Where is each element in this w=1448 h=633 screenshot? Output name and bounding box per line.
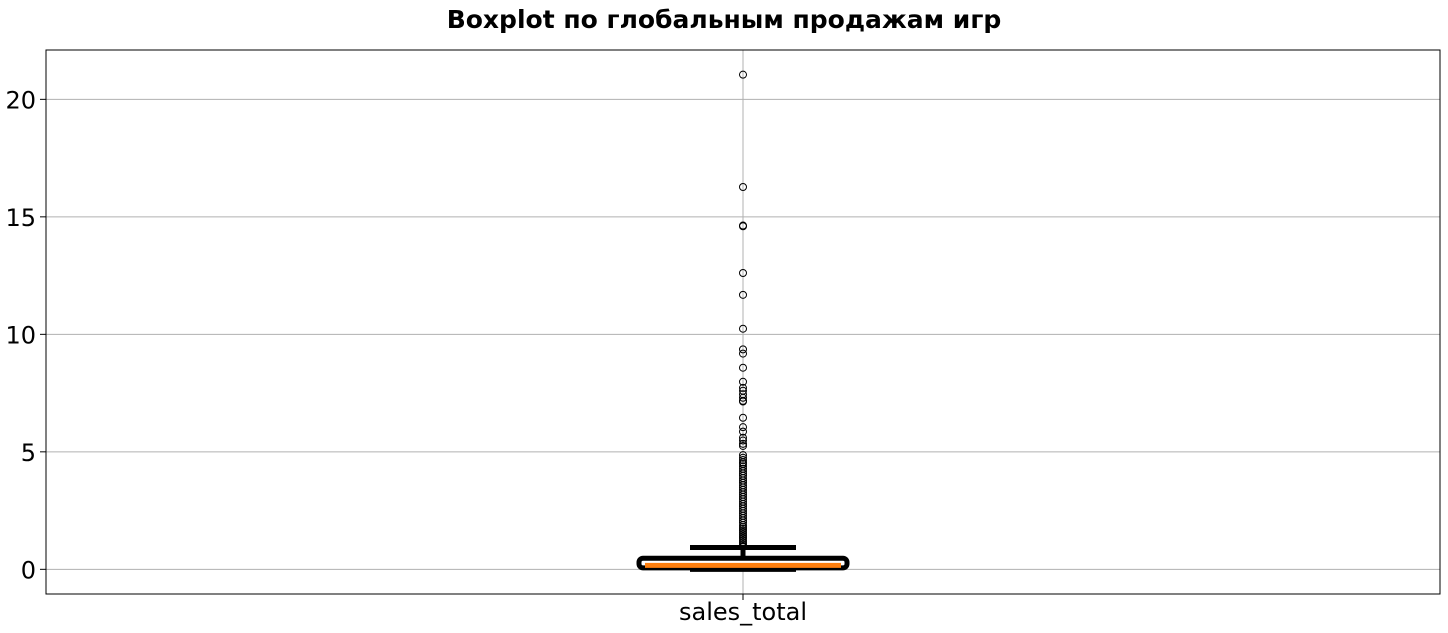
outlier-point	[739, 397, 747, 406]
outlier-point	[739, 427, 747, 436]
y-tick-label: 0	[21, 556, 36, 584]
y-tick-label: 5	[21, 439, 36, 467]
outlier-point	[739, 363, 747, 372]
outlier-point	[739, 349, 747, 358]
outlier-point	[739, 518, 747, 527]
outlier-point	[739, 393, 747, 402]
outlier-point	[739, 182, 747, 191]
x-tick-label: sales_total	[679, 598, 807, 626]
chart-title: Boxplot по глобальным продажам игр	[446, 5, 1002, 34]
outlier-point	[739, 453, 747, 462]
outlier-point	[739, 290, 747, 299]
outlier-point	[739, 441, 747, 450]
outlier-point	[739, 439, 747, 448]
y-tick-label: 15	[5, 204, 36, 232]
y-tick-label: 10	[5, 321, 36, 349]
outlier-point	[739, 413, 747, 422]
plot-frame	[45, 49, 1441, 595]
outlier-point	[739, 436, 747, 445]
outlier-point	[739, 377, 747, 386]
outlier-point	[739, 423, 747, 432]
y-tick-label: 20	[5, 86, 36, 114]
outlier-point	[739, 222, 747, 231]
outlier-point	[739, 324, 747, 333]
outlier-point	[739, 269, 747, 278]
outlier-point	[739, 542, 747, 551]
outlier-point	[739, 345, 747, 354]
outlier-point	[739, 456, 747, 465]
outlier-point	[739, 70, 747, 79]
outlier-point	[739, 433, 747, 442]
outlier-point	[739, 383, 747, 392]
